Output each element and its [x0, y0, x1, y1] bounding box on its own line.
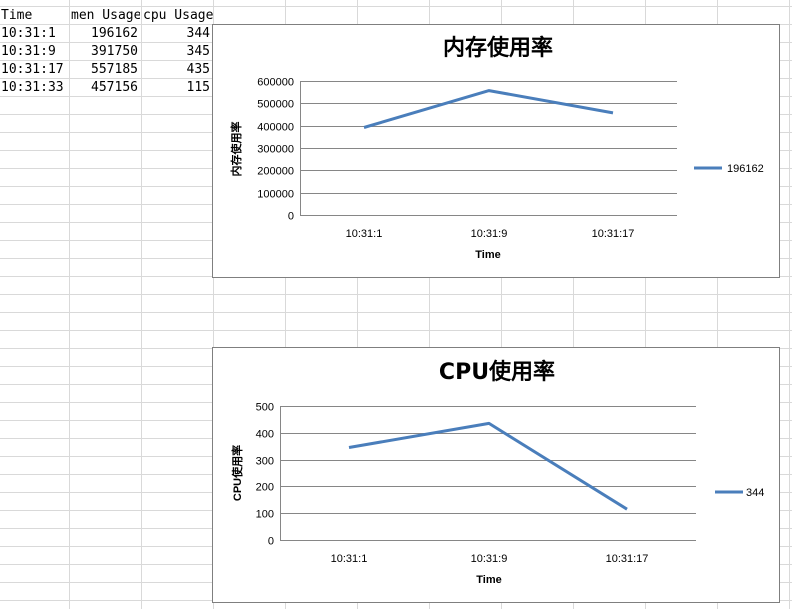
y-tick-label: 200000: [257, 166, 294, 178]
cpu-chart-plot: CPU使用率 CPU使用率 Time 344 0 100 200 300 400 500 1…: [230, 359, 764, 586]
y-tick-label: 500: [256, 402, 274, 414]
x-tick-label: 10:31:17: [592, 228, 635, 240]
y-tick-label: 400000: [257, 122, 294, 134]
series-line: [348, 421, 628, 511]
header-cell-cpu-usage[interactable]: cpu Usage: [143, 8, 214, 23]
y-tick-label: 100000: [257, 189, 294, 201]
cell-mem[interactable]: 391750: [91, 44, 138, 59]
y-tick-label: 400: [256, 429, 274, 441]
x-tick-label: 10:31:1: [331, 553, 368, 565]
header-cell-time[interactable]: Time: [1, 8, 33, 23]
cell-time[interactable]: 10:31:1: [1, 26, 56, 41]
y-tick-label: 500000: [257, 99, 294, 111]
x-tick-label: 10:31:9: [471, 228, 508, 240]
cell-time[interactable]: 10:31:9: [1, 44, 56, 59]
cell-mem[interactable]: 457156: [91, 80, 138, 95]
cell-mem[interactable]: 196162: [91, 26, 138, 41]
y-axis-label: CPU使用率: [230, 445, 244, 501]
series-line: [363, 89, 614, 129]
memory-chart-plot: 内存使用率 内存使用率 Time 196162 0 100000 200000 300…: [229, 35, 764, 261]
x-axis-label: Time: [475, 249, 500, 261]
y-tick-label: 200: [256, 482, 274, 494]
x-axis-label: Time: [476, 574, 501, 586]
cell-time[interactable]: 10:31:33: [1, 80, 64, 95]
x-tick-label: 10:31:1: [346, 228, 383, 240]
legend-label: 344: [746, 487, 764, 499]
header-cell-mem-usage[interactable]: men Usage: [71, 8, 140, 23]
y-tick-label: 300000: [257, 144, 294, 156]
x-tick-label: 10:31:17: [606, 553, 649, 565]
y-tick-label: 600000: [257, 77, 294, 89]
chart-title: 内存使用率: [443, 35, 553, 61]
y-axis-label: 内存使用率: [229, 122, 243, 177]
legend-label: 196162: [727, 163, 764, 175]
x-tick-label: 10:31:9: [471, 553, 508, 565]
cpu-usage-chart[interactable]: CPU使用率 CPU使用率 Time 344 0 100 200 300 400 500 1…: [212, 347, 780, 603]
y-tick-label: 300: [256, 456, 274, 468]
chart-title: CPU使用率: [439, 359, 555, 385]
memory-usage-chart[interactable]: 内存使用率 内存使用率 Time 196162 0 100000 200000 300…: [212, 24, 780, 278]
y-tick-label: 0: [268, 536, 274, 548]
cell-cpu[interactable]: 345: [186, 44, 210, 59]
y-tick-label: 0: [288, 211, 294, 223]
cell-cpu[interactable]: 115: [186, 80, 210, 95]
cell-mem[interactable]: 557185: [91, 62, 138, 77]
cell-cpu[interactable]: 344: [186, 26, 210, 41]
cell-cpu[interactable]: 435: [186, 62, 210, 77]
y-tick-label: 100: [256, 509, 274, 521]
cell-time[interactable]: 10:31:17: [1, 62, 64, 77]
